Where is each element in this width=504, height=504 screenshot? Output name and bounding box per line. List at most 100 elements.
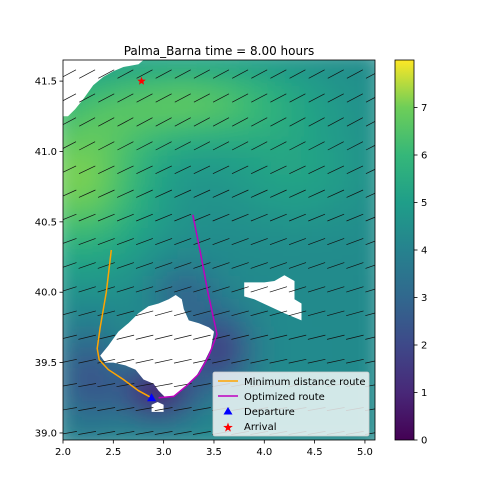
wind-arrow (251, 93, 268, 103)
heat-cell (249, 300, 262, 314)
wind-arrow (288, 358, 307, 364)
heat-cell (63, 198, 64, 213)
heat-cell (166, 198, 178, 213)
heat-cell (364, 401, 375, 416)
heat-cell (280, 97, 293, 112)
heat-cell (72, 60, 85, 61)
heat-cell (301, 211, 314, 226)
heat-cell (156, 186, 168, 200)
heat-cell (166, 236, 178, 251)
heat-cell (322, 72, 334, 86)
heat-cell (208, 160, 220, 175)
heat-cell (291, 198, 303, 213)
heat-cell (114, 363, 126, 378)
wind-arrow (231, 286, 249, 293)
heat-cell (343, 363, 355, 378)
heat-cell (135, 186, 147, 200)
heat-cell (239, 274, 251, 289)
heat-cell (353, 148, 366, 162)
heat-cell (343, 160, 355, 175)
wind-arrow (212, 165, 230, 175)
wind-arrow (63, 383, 77, 387)
heat-cell (239, 300, 251, 314)
heat-cell (301, 338, 314, 352)
heat-cell (63, 236, 74, 251)
heat-cell (197, 287, 210, 302)
wind-arrow (307, 310, 326, 317)
heat-cell (364, 224, 375, 238)
colorbar-tick-label: 1 (421, 388, 427, 399)
heat-cell (197, 60, 210, 74)
heat-cell (270, 350, 282, 365)
heat-cell (332, 148, 345, 162)
heat-cell (332, 363, 345, 378)
heat-cell (228, 148, 241, 162)
wind-arrow (212, 358, 230, 364)
heat-cell (312, 300, 324, 314)
heat-cell (63, 173, 64, 188)
heat-cell (332, 236, 345, 251)
heat-cell (353, 300, 366, 314)
wind-arrow (63, 165, 77, 173)
optimized-route-line (158, 214, 218, 399)
heat-cell (260, 262, 272, 276)
heat-cell (93, 173, 106, 188)
wind-arrow (98, 69, 115, 79)
heat-cell (301, 312, 314, 327)
heat-cell (63, 414, 64, 428)
wind-arrow (136, 213, 153, 222)
heat-cell (312, 249, 324, 264)
heat-cell (322, 60, 334, 61)
heat-cell (228, 224, 241, 238)
heat-cell (374, 122, 375, 137)
wind-arrow (308, 69, 325, 79)
heat-cell (187, 249, 199, 264)
heat-cell (156, 110, 168, 124)
wind-arrow (269, 286, 288, 293)
heat-cell (353, 60, 366, 61)
heat-cell (228, 274, 241, 289)
heat-cell (197, 110, 210, 124)
y-tick-label: 41.0 (35, 147, 57, 158)
heat-cell (114, 97, 126, 112)
heat-cell (239, 148, 251, 162)
heat-cell (208, 363, 220, 378)
heat-cell (156, 72, 168, 86)
heat-cell (301, 148, 314, 162)
heat-cell (114, 198, 126, 213)
heat-cell (332, 173, 345, 188)
wind-arrow (193, 141, 211, 151)
heat-cell (228, 135, 241, 150)
heat-cell (63, 401, 74, 416)
wind-arrow (212, 310, 230, 317)
heat-cell (364, 148, 375, 162)
heat-cell (114, 426, 126, 440)
heat-cell (104, 211, 116, 226)
wind-arrow (78, 358, 97, 364)
heat-cell (301, 72, 314, 86)
heat-cell (353, 350, 366, 365)
wind-arrow (63, 69, 77, 78)
heat-cell (156, 198, 168, 213)
heat-cell (374, 274, 375, 289)
heat-cell (83, 300, 95, 314)
wind-arrow (78, 189, 96, 198)
heat-cell (218, 72, 230, 86)
wind-arrow (174, 117, 191, 127)
heat-cell (280, 135, 293, 150)
heat-cell (145, 186, 158, 200)
heat-cell (218, 249, 230, 264)
heat-cell (156, 249, 168, 264)
heat-cell (218, 300, 230, 314)
heat-cell (301, 60, 314, 74)
heat-cell (176, 426, 189, 440)
wind-arrow (212, 286, 230, 293)
heat-cell (260, 198, 272, 213)
heat-cell (83, 287, 95, 302)
wind-arrow (346, 213, 364, 222)
wind-arrow (250, 165, 268, 175)
wind-arrow (232, 69, 249, 79)
heat-cell (291, 350, 303, 365)
heat-cell (176, 287, 189, 302)
wind-arrow (308, 213, 326, 222)
